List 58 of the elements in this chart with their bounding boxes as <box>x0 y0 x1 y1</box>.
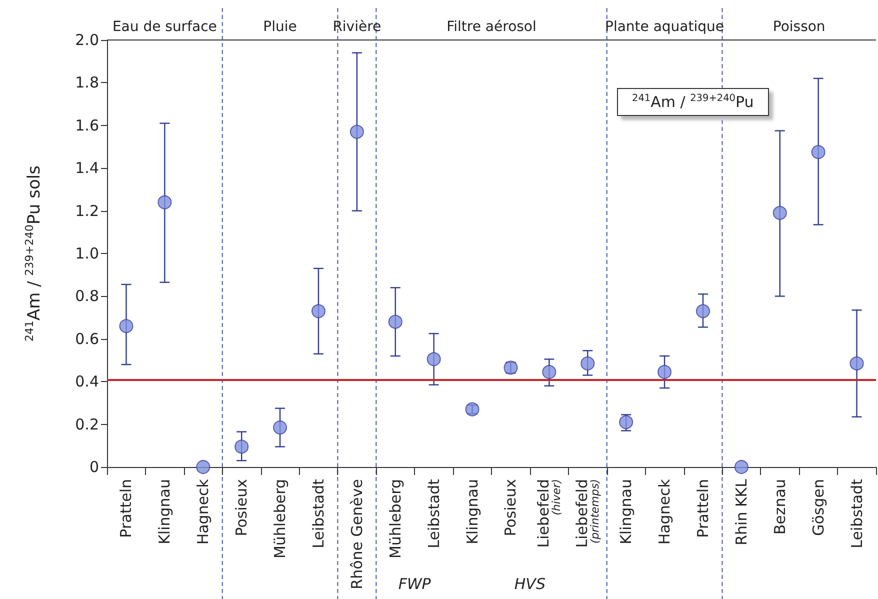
x-tick-label: Klingnau <box>463 479 482 544</box>
y-tick-label: 0.6 <box>75 330 99 348</box>
text: Poisson <box>772 19 826 35</box>
point <box>311 304 326 318</box>
point <box>658 364 672 379</box>
x-tick-label: Pratteln <box>694 479 712 538</box>
point <box>388 314 402 329</box>
y-axis-title: 241Am / 239+240Pu sols <box>23 165 44 342</box>
x-tick-label: Rhône Genève <box>348 479 366 590</box>
y-tick-label: 1.4 <box>75 159 99 178</box>
point <box>350 124 364 139</box>
y-tick-label: 1.0 <box>75 244 99 262</box>
x-tick-label: Posieux <box>502 478 520 536</box>
x-tick-label: Posieux <box>232 478 251 536</box>
text: Rivière <box>332 19 382 35</box>
point <box>426 352 441 366</box>
x-tick-label: Hagneck <box>194 478 212 545</box>
y-tick-label: 2.0 <box>75 31 99 49</box>
y-tick-label: 1.6 <box>75 116 99 134</box>
y-tick-label: 1.2 <box>75 202 99 220</box>
y-tick-label: 0.4 <box>75 372 99 391</box>
y-tick-label: 0 <box>89 458 99 476</box>
point <box>158 195 172 210</box>
point <box>542 364 556 379</box>
point <box>234 440 249 454</box>
point <box>696 304 710 318</box>
text: Plante aquatique <box>605 19 724 35</box>
x-tick-label: Klingnau <box>156 479 174 544</box>
text: Pluie <box>263 19 297 35</box>
x-tick-label: Rhin KKL <box>732 478 750 546</box>
x-tick-label: Beznau <box>770 479 789 535</box>
y-tick-label: 0.2 <box>75 415 99 434</box>
x-tick-label: Leibstadt <box>424 478 443 548</box>
x-tick-label: Liebefeld (hiver) <box>534 479 564 548</box>
x-tick-label: Klingnau <box>617 479 636 544</box>
point <box>580 356 595 370</box>
point <box>196 460 210 474</box>
x-tick-label: Mühleberg <box>271 479 290 559</box>
x-tick-label: Leibstadt <box>309 478 328 548</box>
point <box>811 145 826 160</box>
text: HVS <box>514 575 546 593</box>
x-tick-label: Mühleberg <box>386 479 404 559</box>
x-tick-label: Leibstadt <box>848 478 866 548</box>
point <box>772 206 787 220</box>
y-tick-label: 0.8 <box>75 287 99 306</box>
point <box>273 420 288 434</box>
x-tick-label: Pratteln <box>117 479 136 538</box>
y-tick-label: 1.8 <box>75 74 99 92</box>
annotation: $^{241}$Am / $^{239+240}$Pu <box>617 88 769 116</box>
x-tick-label: Liebefeld (printemps) <box>573 479 602 548</box>
point <box>734 460 748 474</box>
text: Eau de surface <box>112 19 217 35</box>
x-tick-label: Hagneck <box>656 478 674 545</box>
text: Filtre aérosol <box>446 19 536 35</box>
point <box>119 319 134 334</box>
point <box>850 356 864 370</box>
x-tick-label: Gösgen <box>809 479 828 536</box>
text: FWP <box>398 575 431 593</box>
